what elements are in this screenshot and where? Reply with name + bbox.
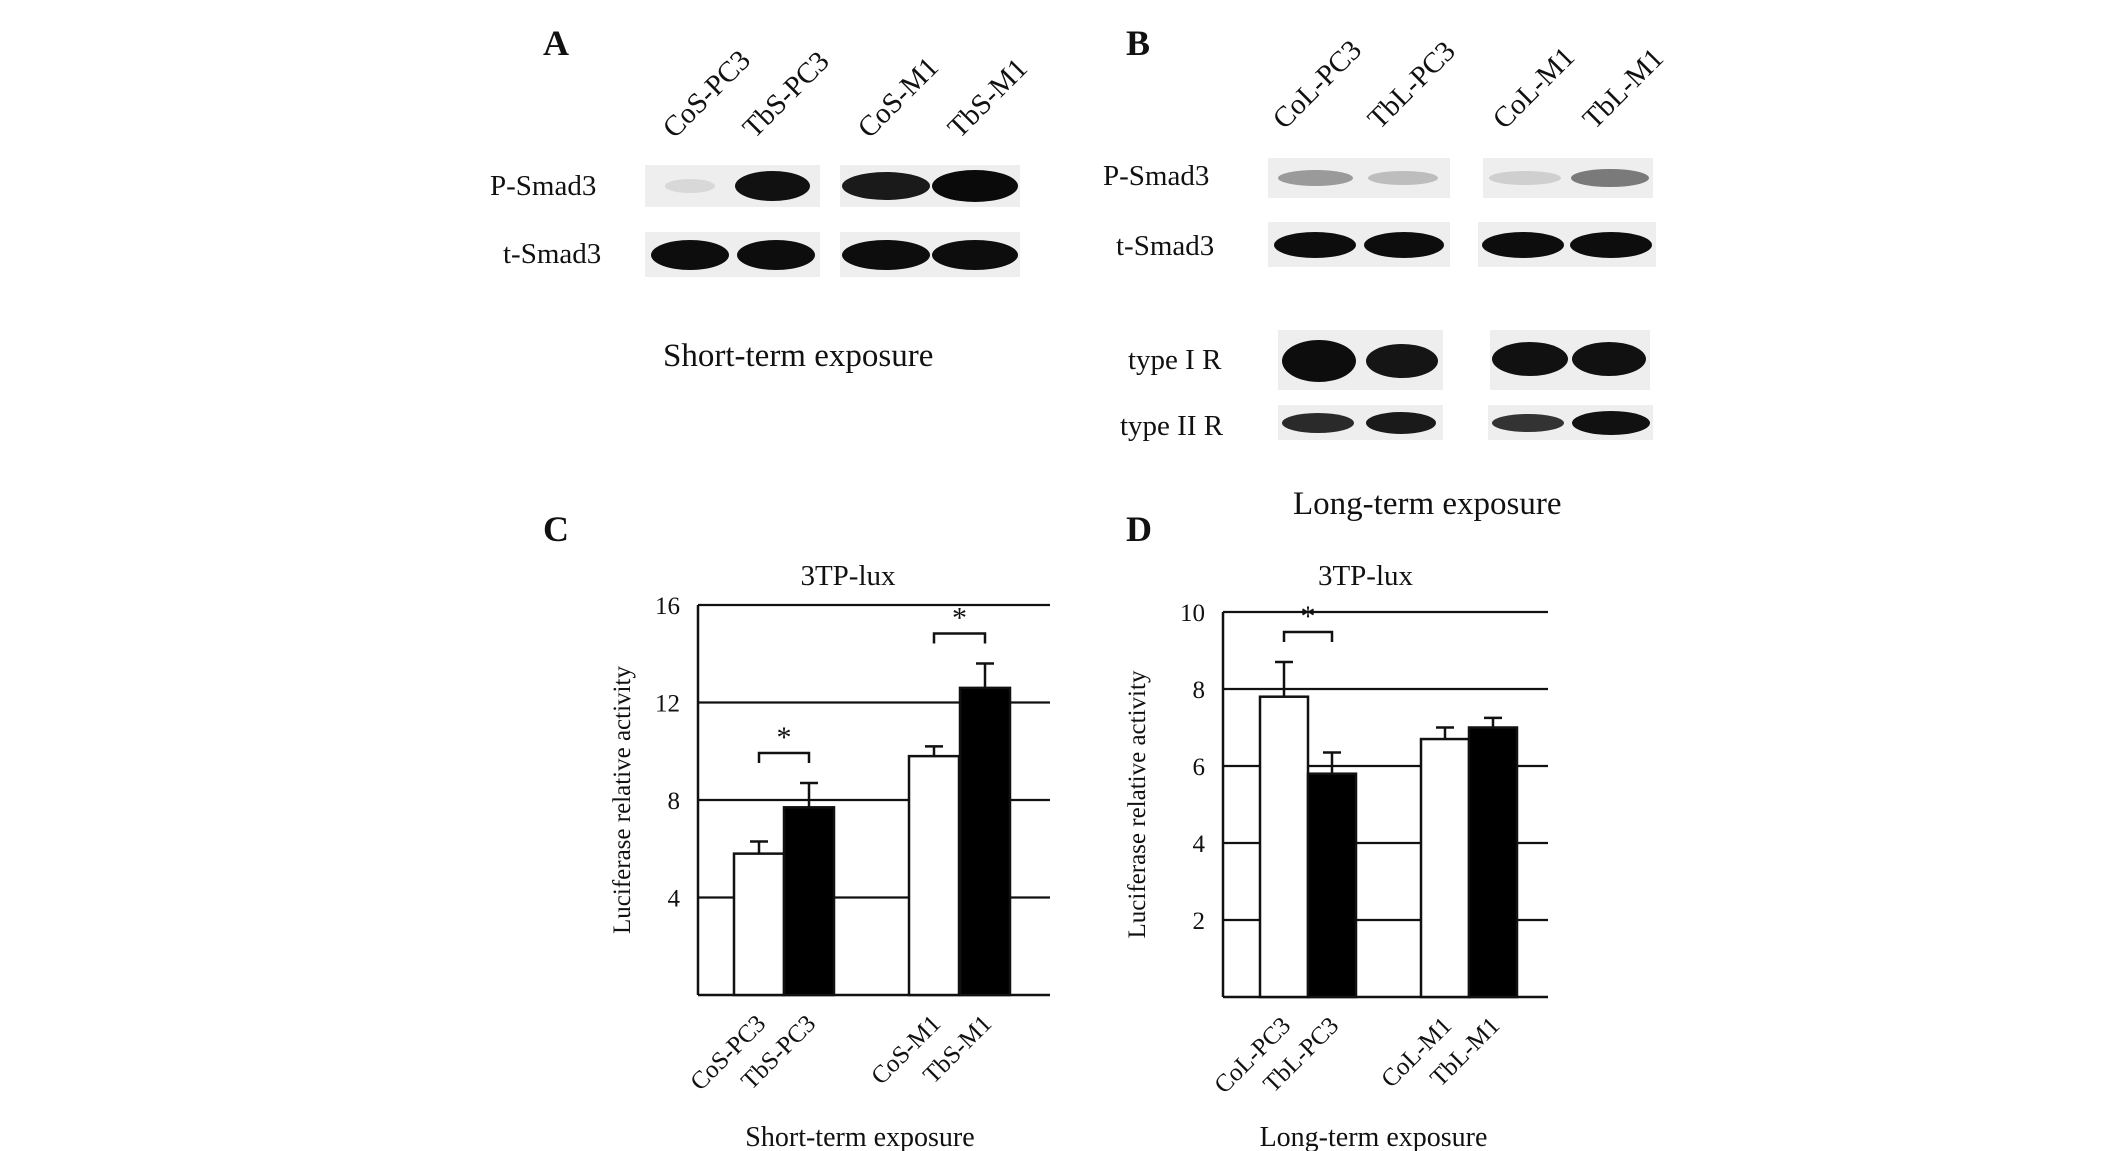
panel-b-caption: Long-term exposure bbox=[1293, 486, 1562, 522]
bar bbox=[782, 806, 836, 997]
blot-b-p-smad3-left bbox=[1268, 158, 1450, 198]
blot-a-p-smad3-right bbox=[840, 165, 1020, 207]
significance-bracket bbox=[932, 632, 987, 644]
panel-b-row-label: P-Smad3 bbox=[1103, 160, 1210, 192]
panel-a-row-label: t-Smad3 bbox=[503, 238, 602, 270]
y-tick-label: 4 bbox=[1193, 831, 1206, 858]
bar bbox=[958, 686, 1012, 997]
bar bbox=[907, 754, 961, 997]
blot-b-type-i-r-right bbox=[1490, 330, 1650, 390]
y-tick-label: 2 bbox=[1193, 908, 1206, 935]
blot-b-p-smad3-right bbox=[1483, 158, 1653, 198]
bar bbox=[1467, 726, 1519, 999]
panel-c-letter: C bbox=[543, 509, 569, 549]
bar bbox=[1419, 737, 1471, 999]
y-tick-label: 16 bbox=[655, 593, 680, 620]
panel-b-row-label: type I R bbox=[1128, 344, 1222, 376]
blot-b-type-ii-r-right bbox=[1488, 405, 1653, 440]
chart-title: 3TP-lux bbox=[800, 560, 896, 592]
significance-marker: * bbox=[777, 721, 792, 754]
panel-a-letter: A bbox=[543, 23, 569, 63]
y-axis-label: Luciferase relative activity bbox=[609, 666, 636, 934]
significance-bracket bbox=[1282, 630, 1334, 643]
significance-marker: * bbox=[1301, 600, 1316, 633]
blot-b-type-i-r-left bbox=[1278, 330, 1443, 390]
bar bbox=[1306, 772, 1358, 999]
chart-title: 3TP-lux bbox=[1318, 560, 1414, 592]
panel-a-caption: Short-term exposure bbox=[663, 338, 934, 374]
y-tick-label: 8 bbox=[1193, 677, 1206, 704]
blot-a-p-smad3-left bbox=[645, 165, 820, 207]
bar bbox=[1258, 695, 1310, 999]
blot-a-t-smad3-right bbox=[840, 232, 1020, 277]
y-tick-label: 8 bbox=[668, 788, 681, 815]
bar bbox=[732, 852, 786, 997]
panel-b-row-label: type II R bbox=[1120, 410, 1224, 442]
blot-b-t-smad3-left bbox=[1268, 222, 1450, 267]
panel-d-letter: D bbox=[1126, 509, 1152, 549]
x-axis-label: Long-term exposure bbox=[1260, 1122, 1488, 1151]
y-tick-label: 4 bbox=[668, 886, 681, 913]
blot-b-type-ii-r-left bbox=[1278, 405, 1443, 440]
y-axis-label: Luciferase relative activity bbox=[1124, 670, 1151, 938]
panel-b-row-label: t-Smad3 bbox=[1116, 230, 1215, 262]
panel-a-row-label: P-Smad3 bbox=[490, 170, 597, 202]
y-tick-label: 6 bbox=[1193, 754, 1206, 781]
blot-a-t-smad3-left bbox=[645, 232, 820, 277]
x-axis-label: Short-term exposure bbox=[745, 1122, 974, 1151]
panel-b-letter: B bbox=[1126, 23, 1151, 63]
blot-b-t-smad3-right bbox=[1478, 222, 1656, 267]
y-tick-label: 10 bbox=[1180, 600, 1205, 627]
y-tick-label: 12 bbox=[655, 691, 680, 718]
significance-bracket bbox=[757, 751, 811, 763]
significance-marker: * bbox=[952, 602, 967, 635]
